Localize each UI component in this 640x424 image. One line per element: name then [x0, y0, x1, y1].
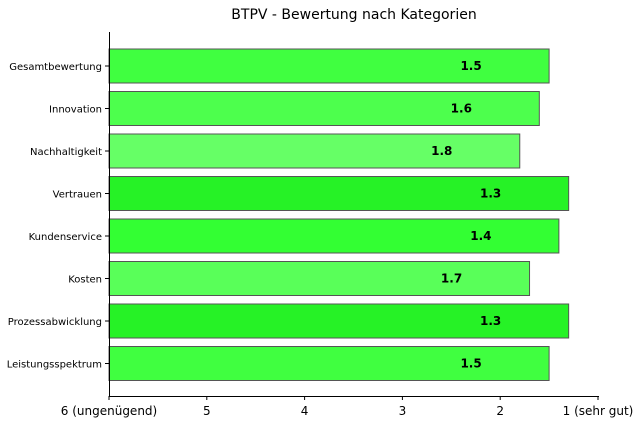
x-tick-label: 3	[399, 404, 407, 418]
category-label-gesamtbewertung: Gesamtbewertung	[9, 62, 102, 73]
data-label-prozessabwicklung: 1.3	[480, 314, 501, 328]
category-label-prozessabwicklung: Prozessabwicklung	[8, 317, 102, 328]
x-tick-label: 1 (sehr gut)	[563, 404, 634, 418]
bar-nachhaltigkeit	[108, 133, 521, 169]
x-tick-label: 4	[301, 404, 309, 418]
data-label-gesamtbewertung: 1.5	[460, 59, 481, 73]
data-label-innovation: 1.6	[451, 102, 472, 116]
category-labels: Gesamtbewertung Innovation Nachhaltigkeit V…	[7, 62, 109, 371]
bar-prozessabwicklung	[108, 303, 570, 339]
bar-leistungsspektrum	[108, 346, 550, 381]
bar-innovation	[108, 91, 540, 126]
x-tick-label: 6 (ungenügend)	[61, 404, 157, 418]
bar-kosten	[108, 261, 531, 296]
category-label-nachhaltigkeit: Nachhaltigkeit	[30, 147, 102, 158]
bar-kundenservice	[108, 218, 560, 254]
data-label-nachhaltigkeit: 1.8	[431, 144, 452, 158]
data-label-vertrauen: 1.3	[480, 187, 501, 201]
bar-gesamtbewertung	[108, 48, 550, 84]
data-label-kundenservice: 1.4	[470, 229, 491, 243]
x-tick-label: 2	[496, 404, 504, 418]
category-label-kosten: Kosten	[68, 275, 102, 286]
category-label-innovation: Innovation	[49, 105, 102, 116]
category-label-vertrauen: Vertrauen	[53, 190, 102, 201]
bar-vertrauen	[108, 176, 570, 211]
data-label-leistungsspektrum: 1.5	[460, 357, 481, 371]
x-tick-label: 5	[203, 404, 211, 418]
x-axis-ticks: 6 (ungenügend) 5 4 3 2 1 (sehr gut)	[61, 396, 634, 418]
data-label-kosten: 1.7	[441, 272, 462, 286]
category-label-kundenservice: Kundenservice	[29, 232, 102, 243]
category-label-leistungsspektrum: Leistungsspektrum	[7, 360, 102, 371]
chart-title: BTPV - Bewertung nach Kategorien	[231, 7, 476, 23]
bars-group: 1.5 1.6 1.8 1.3 1.4 1.7 1.3 1.5	[108, 48, 570, 381]
